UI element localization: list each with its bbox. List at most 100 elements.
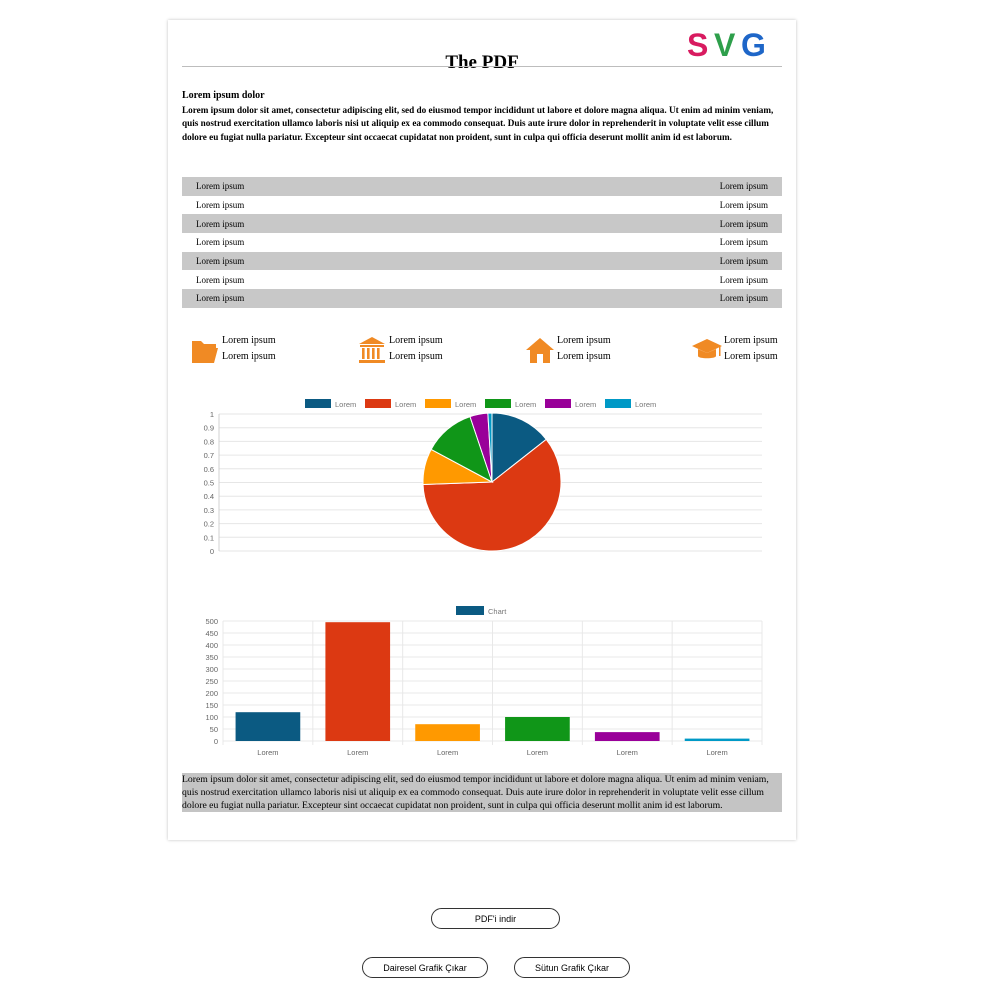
pie-chart: 1 0.9 0.8 0.7 0.6 0.5 0.4 0.3 0.2 0.1 0 Lorem Lorem L… [204, 399, 762, 556]
table-cell: Lorem ipsum [182, 289, 482, 308]
table-cell: Lorem ipsum [719, 274, 768, 285]
pie-chart-button[interactable]: Dairesel Grafik Çıkar [362, 957, 488, 978]
download-pdf-button[interactable]: PDF'i indir [431, 908, 560, 929]
y-tick-label: 50 [210, 725, 218, 734]
x-tick-label: Lorem [527, 748, 548, 757]
legend-label: Lorem [575, 400, 596, 409]
info-line-2: Lorem ipsum [724, 351, 778, 362]
table-row: Lorem ipsum Lorem ipsum [182, 233, 782, 252]
info-line-1: Lorem ipsum [724, 335, 778, 346]
x-tick-label: Lorem [257, 748, 278, 757]
graduation-cap-icon [692, 339, 722, 359]
bar-chart: 500450400350300250200150100500ChartLorem… [205, 606, 763, 757]
y-tick-label: 1 [210, 410, 214, 419]
x-tick-label: Lorem [347, 748, 368, 757]
legend-swatch [605, 399, 631, 408]
pie-slice [487, 412, 493, 483]
y-tick-label: 0.9 [204, 424, 214, 433]
table-cell: Lorem ipsum [482, 289, 782, 308]
table-row: Lorem ipsum Lorem ipsum [182, 196, 782, 215]
info-line-1: Lorem ipsum [557, 335, 611, 346]
bar [684, 738, 750, 741]
y-tick-label: 0.2 [204, 520, 214, 529]
y-tick-label: 450 [205, 629, 218, 638]
y-tick-label: 0 [214, 737, 218, 746]
y-tick-label: 0.1 [204, 533, 214, 542]
info-line-2: Lorem ipsum [389, 351, 443, 362]
table-row: Lorem ipsum Lorem ipsum [182, 177, 782, 196]
y-tick-label: 350 [205, 653, 218, 662]
bar [415, 724, 480, 741]
info-item: Lorem ipsum Lorem ipsum [190, 333, 290, 367]
legend-swatch [365, 399, 391, 408]
logo-letter: V [714, 27, 736, 63]
legend-swatch [456, 606, 484, 615]
y-tick-label: 0.8 [204, 437, 214, 446]
table-row: Lorem ipsum Lorem ipsum [182, 270, 782, 289]
legend-label: Lorem [515, 400, 536, 409]
bar-chart-button[interactable]: Sütun Grafik Çıkar [514, 957, 630, 978]
table-cell: Lorem ipsum [196, 237, 245, 248]
table-cell: Lorem ipsum [196, 200, 245, 211]
page-title: The PDF [445, 52, 519, 73]
table-cell: Lorem ipsum [482, 214, 782, 234]
y-tick-label: 150 [205, 701, 218, 710]
legend-swatch [485, 399, 511, 408]
x-tick-label: Lorem [617, 748, 638, 757]
logo-letter: G [741, 27, 766, 63]
bar [505, 717, 570, 741]
table-cell: Lorem ipsum [196, 274, 245, 285]
table-row: Lorem ipsum Lorem ipsum [182, 289, 782, 308]
bar [235, 712, 301, 741]
y-tick-label: 0.7 [204, 451, 214, 460]
info-line-2: Lorem ipsum [557, 351, 611, 362]
y-tick-label: 400 [205, 641, 218, 650]
y-tick-label: 200 [205, 689, 218, 698]
legend-label: Lorem [455, 400, 476, 409]
legend-label: Lorem [635, 400, 656, 409]
info-item: Lorem ipsum Lorem ipsum [525, 333, 625, 367]
legend-swatch [305, 399, 331, 408]
y-tick-label: 0.4 [204, 492, 214, 501]
table-cell: Lorem ipsum [182, 177, 482, 196]
y-tick-label: 0.6 [204, 465, 214, 474]
y-tick-label: 0.5 [204, 479, 214, 488]
pie-slice [422, 438, 562, 552]
footer-paragraph: Lorem ipsum dolor sit amet, consectetur … [182, 773, 782, 812]
table-row: Lorem ipsum Lorem ipsum [182, 214, 782, 234]
legend-swatch [425, 399, 451, 408]
intro-paragraph: Lorem ipsum dolor sit amet, consectetur … [182, 105, 774, 142]
pie-slice [491, 412, 547, 484]
info-item: Lorem ipsum Lorem ipsum [357, 333, 457, 367]
bar [594, 732, 660, 741]
folder-icon [192, 341, 218, 363]
divider [182, 66, 782, 67]
table-row: Lorem ipsum Lorem ipsum [182, 251, 782, 271]
y-tick-label: 500 [205, 617, 218, 626]
table-cell: Lorem ipsum [719, 200, 768, 211]
y-tick-label: 250 [205, 677, 218, 686]
y-tick-label: 100 [205, 713, 218, 722]
legend-label: Lorem [395, 400, 416, 409]
y-tick-label: 0 [210, 547, 214, 556]
section-heading: Lorem ipsum dolor [182, 90, 265, 101]
x-tick-label: Lorem [706, 748, 727, 757]
y-tick-label: 300 [205, 665, 218, 674]
info-line-1: Lorem ipsum [389, 335, 443, 346]
table-cell: Lorem ipsum [482, 251, 782, 271]
table-cell: Lorem ipsum [482, 177, 782, 196]
info-line-2: Lorem ipsum [222, 351, 276, 362]
table-cell: Lorem ipsum [719, 237, 768, 248]
logo-letter: S [687, 27, 708, 63]
info-line-1: Lorem ipsum [222, 335, 276, 346]
y-tick-label: 0.3 [204, 506, 214, 515]
info-item: Lorem ipsum Lorem ipsum [692, 333, 792, 367]
table-cell: Lorem ipsum [182, 251, 482, 271]
table-cell: Lorem ipsum [182, 214, 482, 234]
legend-label: Lorem [335, 400, 356, 409]
bank-icon [359, 337, 385, 363]
legend-label: Chart [488, 607, 507, 616]
legend-swatch [545, 399, 571, 408]
